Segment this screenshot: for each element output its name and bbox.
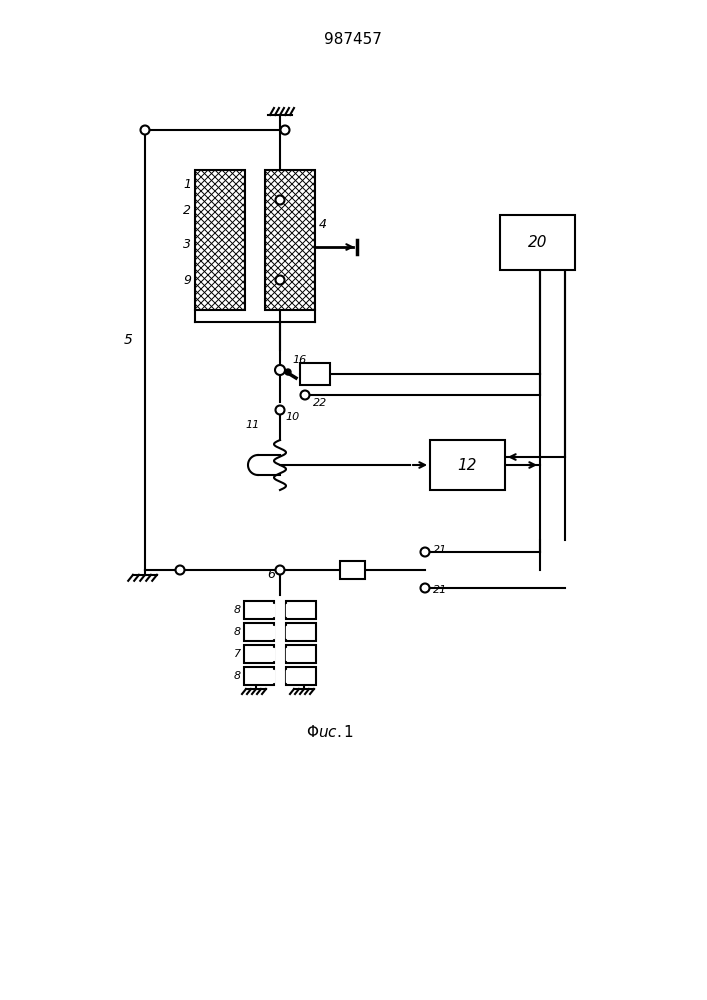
Text: 21: 21 (433, 585, 448, 595)
Bar (244, 667, 274, 685)
Polygon shape (259, 670, 274, 682)
Text: 987457: 987457 (324, 32, 382, 47)
Polygon shape (286, 670, 301, 682)
Text: 12: 12 (457, 458, 477, 473)
Text: 8: 8 (234, 627, 241, 637)
Text: 1: 1 (183, 178, 191, 192)
Polygon shape (286, 648, 301, 660)
Bar (244, 601, 274, 619)
Circle shape (275, 365, 285, 375)
Text: $\Phi u\mathit{c}.1$: $\Phi u\mathit{c}.1$ (306, 724, 354, 740)
Bar (340, 561, 365, 579)
Circle shape (300, 390, 310, 399)
Polygon shape (259, 604, 274, 616)
Bar (286, 645, 316, 663)
Circle shape (276, 406, 284, 414)
Polygon shape (259, 648, 274, 660)
Circle shape (285, 369, 291, 375)
Text: 3: 3 (183, 238, 191, 251)
Text: 2: 2 (183, 204, 191, 217)
Bar (195, 170, 245, 310)
Polygon shape (286, 626, 301, 638)
Polygon shape (286, 604, 301, 616)
Text: 8: 8 (234, 605, 241, 615)
Circle shape (276, 275, 284, 284)
Circle shape (141, 125, 149, 134)
Text: 22: 22 (313, 398, 327, 408)
Text: 9: 9 (183, 273, 191, 286)
Circle shape (276, 196, 284, 205)
Circle shape (421, 584, 429, 592)
Text: 21: 21 (433, 545, 448, 555)
Bar (286, 667, 316, 685)
Bar (244, 623, 274, 641)
Text: 4: 4 (319, 219, 327, 232)
Bar (500, 215, 575, 270)
Bar (286, 601, 316, 619)
Text: 20: 20 (527, 235, 547, 250)
Bar (286, 623, 316, 641)
Bar (244, 645, 274, 663)
Bar (430, 440, 505, 490)
Text: 11: 11 (245, 420, 259, 430)
Circle shape (175, 566, 185, 574)
Text: 10: 10 (285, 412, 299, 422)
Text: 5: 5 (124, 333, 133, 347)
Circle shape (421, 548, 429, 556)
Polygon shape (259, 626, 274, 638)
Text: 8: 8 (234, 671, 241, 681)
Bar (300, 363, 330, 385)
Text: 16: 16 (292, 355, 306, 365)
Text: 6: 6 (267, 568, 275, 582)
Circle shape (281, 125, 289, 134)
Circle shape (276, 566, 284, 574)
Text: 7: 7 (234, 649, 241, 659)
Bar (265, 170, 315, 310)
